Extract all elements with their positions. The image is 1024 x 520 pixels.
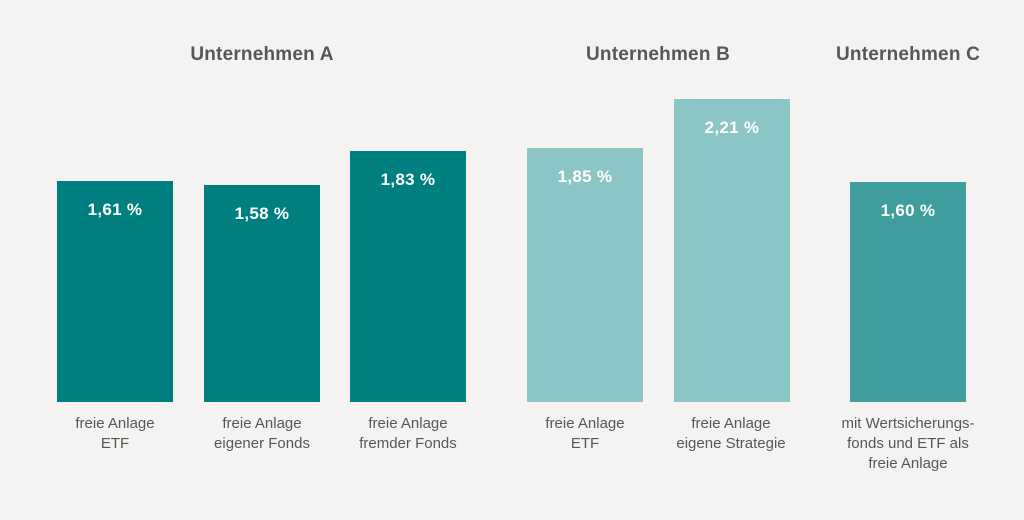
group-header-unternehmen-c: Unternehmen C [835,44,981,65]
bar-a-eigener-fonds: 1,58 % [204,185,320,402]
category-label-line: freie Anlage [545,415,625,432]
group-header-unternehmen-a: Unternehmen A [190,44,334,65]
bar-c-wertsicherungsfonds: 1,60 % [850,182,966,402]
bar-value-label: 1,58 % [234,204,290,223]
category-label-b-etf: freie Anlage ETF [485,414,685,454]
category-label-a-fremder-fonds: freie Anlage fremder Fonds [308,414,508,454]
bar-value-label: 1,85 % [557,167,613,186]
category-label-c-wertsicherungsfonds: mit Wertsicherungs- fonds und ETF als fr… [808,414,1008,474]
category-label-line: freie Anlage [868,455,948,472]
category-label-line: ETF [100,435,130,452]
bar-value-label: 1,60 % [880,201,936,220]
bar-value-label: 1,61 % [87,200,143,219]
category-label-a-eigener-fonds: freie Anlage eigener Fonds [162,414,362,454]
bar-value-label: 1,83 % [380,170,436,189]
category-label-line: mit Wertsicherungs- [841,415,975,432]
bar-value-label: 2,21 % [704,118,760,137]
category-label-line: eigener Fonds [214,435,310,452]
category-label-line: fonds und ETF als [847,435,969,452]
category-label-b-eigene-strategie: freie Anlage eigene Strategie [631,414,831,454]
category-label-line: fremder Fonds [359,435,457,452]
category-label-line: eigene Strategie [676,435,786,452]
category-label-a-etf: freie Anlage ETF [15,414,215,454]
category-label-line: freie Anlage [691,415,771,432]
category-label-line: freie Anlage [368,415,448,432]
bar-a-etf: 1,61 % [57,181,173,402]
bar-b-eigene-strategie: 2,21 % [674,99,790,402]
category-label-line: ETF [570,435,600,452]
category-label-line: freie Anlage [222,415,302,432]
bar-b-etf: 1,85 % [527,148,643,402]
bar-a-fremder-fonds: 1,83 % [350,151,466,402]
group-header-unternehmen-b: Unternehmen B [585,44,731,65]
category-label-line: freie Anlage [75,415,155,432]
